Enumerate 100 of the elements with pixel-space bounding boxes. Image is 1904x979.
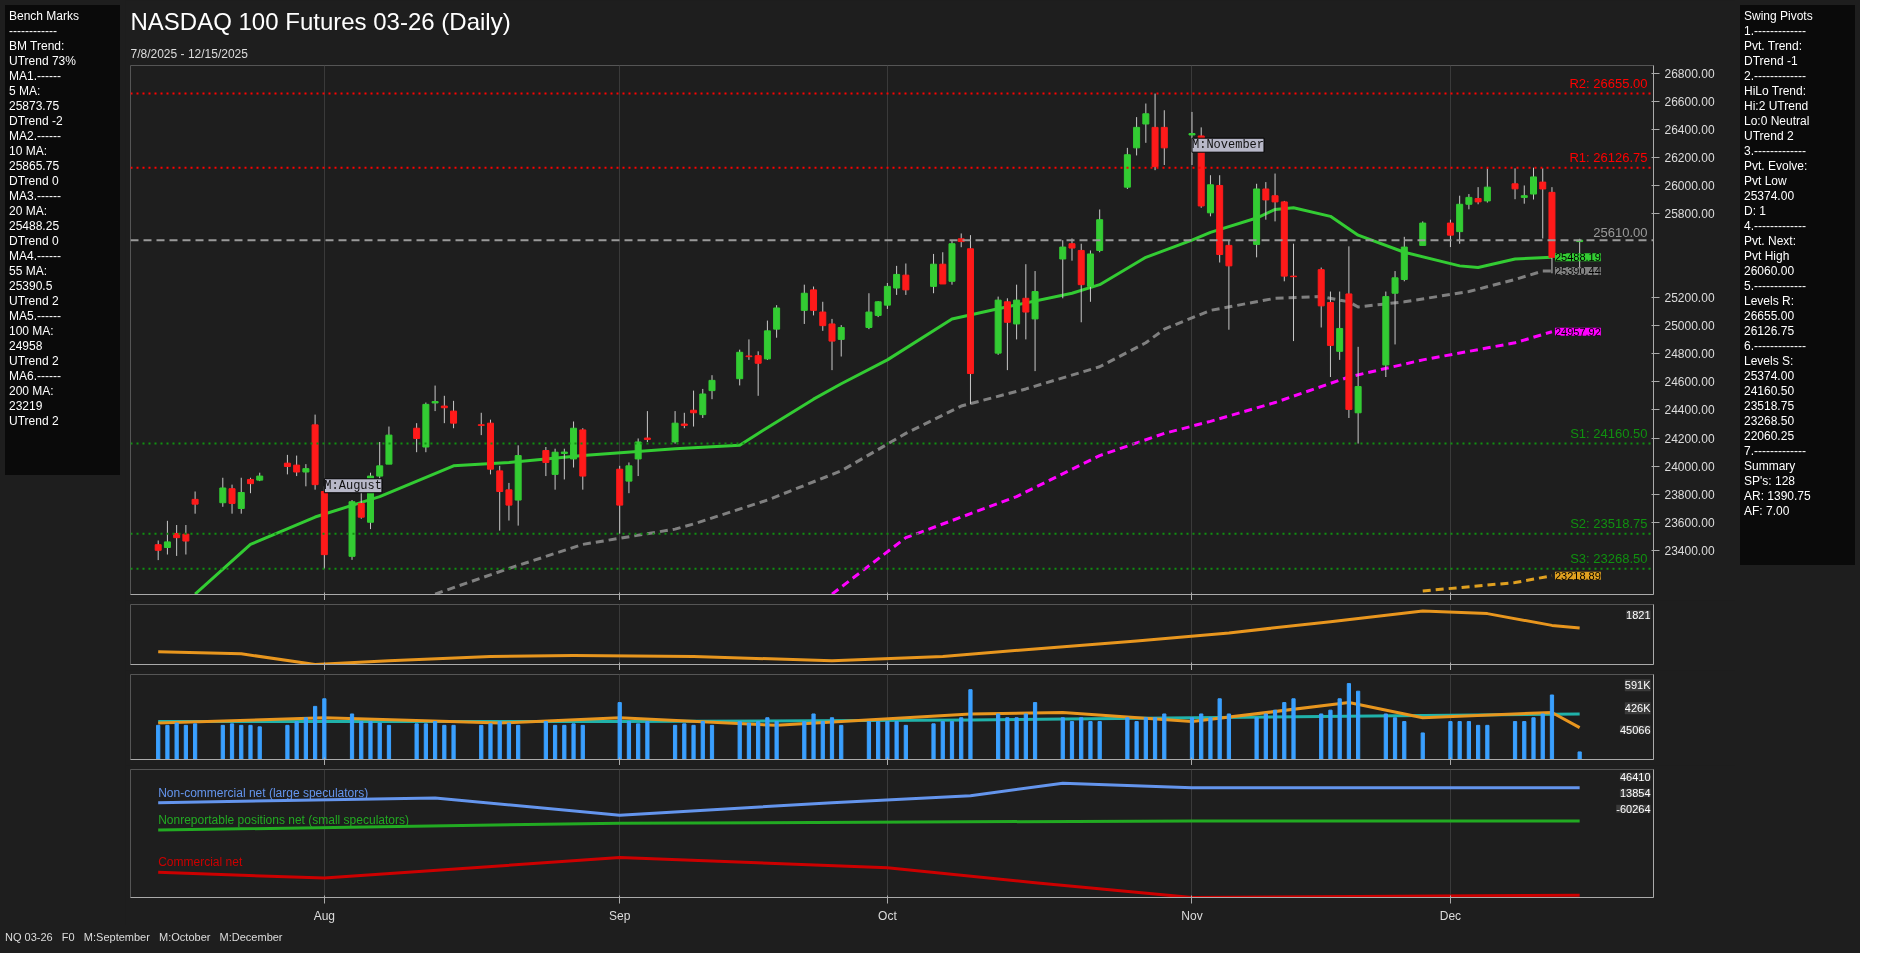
bar	[903, 724, 908, 760]
bar	[1199, 713, 1204, 760]
candlestick	[883, 282, 891, 310]
candlestick	[154, 539, 162, 561]
bar	[1143, 717, 1148, 760]
candlestick	[745, 338, 753, 361]
candlestick	[163, 520, 171, 556]
candlestick	[450, 400, 458, 429]
candlestick	[376, 441, 384, 480]
candlestick	[283, 454, 291, 475]
candlestick	[1483, 167, 1491, 204]
series-label: Commercial net	[158, 855, 243, 870]
bar	[359, 721, 364, 760]
ref-line-label: R2: 26655.00	[1569, 75, 1648, 91]
y-tick-label: 26000.00	[1664, 178, 1715, 193]
bar	[1217, 698, 1222, 760]
bar	[866, 721, 872, 760]
bar	[220, 724, 225, 760]
line-series	[830, 330, 1554, 595]
line-series	[433, 269, 1554, 595]
y-tick-label: 24000.00	[1664, 459, 1715, 474]
candlestick	[773, 304, 781, 339]
bar	[442, 724, 447, 760]
bar	[626, 721, 632, 760]
candlestick	[1446, 219, 1454, 248]
annotation: 13854	[1619, 786, 1651, 799]
data-label: 25390.44	[1554, 265, 1601, 277]
candlestick	[810, 286, 818, 316]
bar	[1069, 721, 1075, 760]
bar	[617, 702, 622, 760]
bar	[479, 724, 484, 760]
bar	[432, 721, 438, 760]
bar	[1134, 721, 1139, 760]
annotation: 45066	[1619, 723, 1651, 736]
bar	[497, 721, 502, 760]
y-tick-label: 23600.00	[1664, 515, 1715, 530]
bar	[1476, 724, 1481, 760]
bar	[1291, 698, 1296, 760]
candlestick	[1511, 167, 1519, 200]
ref-line-label: S2: 23518.75	[1570, 515, 1648, 531]
bar	[451, 724, 456, 760]
bar	[193, 723, 198, 760]
bar	[820, 721, 825, 760]
y-tick-label: 26600.00	[1664, 94, 1715, 109]
y-tick-label: 26200.00	[1664, 150, 1715, 165]
annotation: M:November	[1191, 138, 1264, 153]
bar	[1512, 721, 1518, 760]
bar	[1208, 717, 1213, 760]
bar	[802, 721, 807, 760]
candlestick	[542, 446, 550, 477]
candlestick	[708, 374, 716, 400]
candlestick	[699, 388, 707, 419]
bar	[1263, 713, 1268, 760]
bar	[571, 723, 576, 760]
bar	[1162, 713, 1167, 760]
y-tick-label: 24400.00	[1664, 403, 1715, 418]
candlestick	[1465, 193, 1473, 210]
data-label: 25488.19	[1554, 251, 1601, 264]
bar	[1466, 721, 1472, 760]
candlestick	[1262, 181, 1270, 221]
bar	[700, 721, 705, 760]
x-tick-label: Nov	[1181, 908, 1203, 923]
text: Swing Pivots 1.------------- Pvt. Trend: DTrend -1 2.------------- HiLo Trend: Hi:2 UTrend Lo:0 Neutral UTrend 2 3.------------- Pvt. Evolve: Pvt Low 25374.00 D: 1 4.------------- Pvt. Next: Pvt High 26060.00 5.------------- Levels R: 26655.00 26126.75 6.------------- Levels S: 25374.00 24160.50 23518.75 23268.50 22060.25 7.------------- Summary SP's: 128 AR: 1390.75 AF: 7.00	[1744, 9, 1813, 518]
bar	[811, 713, 816, 760]
series-label: Non-commercial net (large speculators)	[158, 785, 369, 800]
candlestick	[1022, 263, 1030, 340]
bar	[746, 722, 752, 760]
candlestick	[1160, 109, 1168, 166]
y-tick-label: 25800.00	[1664, 207, 1715, 222]
x-tick-label: Sep	[609, 908, 631, 923]
candlestick	[477, 412, 485, 436]
candlestick	[440, 395, 448, 424]
text: 46410	[1619, 770, 1651, 783]
bar	[303, 717, 308, 760]
bar	[386, 724, 392, 760]
bar	[248, 724, 253, 760]
candlestick	[800, 284, 808, 325]
y-tick-label: 24200.00	[1664, 431, 1715, 446]
bar	[1549, 694, 1555, 760]
bar	[423, 723, 428, 760]
bar	[756, 721, 761, 760]
bar	[377, 722, 382, 760]
bar	[312, 705, 318, 760]
candlestick	[1059, 239, 1067, 299]
bar	[1226, 713, 1232, 760]
candlestick	[939, 251, 947, 285]
bar	[322, 698, 327, 760]
candlestick	[754, 350, 762, 397]
bar	[1254, 717, 1259, 760]
candlestick	[1539, 167, 1547, 240]
text: NQ 03-26 F0 M:September M:October M:December	[5, 931, 283, 943]
candlestick	[634, 437, 642, 477]
bar	[1189, 717, 1195, 760]
bar	[1392, 717, 1398, 760]
y-tick-label: 24600.00	[1664, 375, 1715, 390]
bar	[1088, 721, 1093, 760]
bar	[636, 723, 641, 760]
candlestick	[505, 482, 513, 522]
bar	[1383, 713, 1388, 760]
bar	[580, 724, 585, 760]
